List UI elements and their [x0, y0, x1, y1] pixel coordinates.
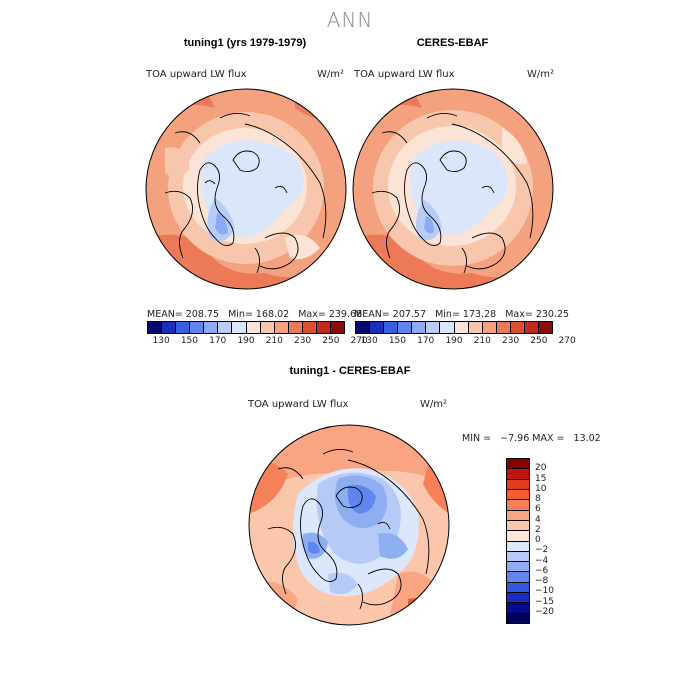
colorbar-tick-label: −15	[535, 596, 554, 607]
colorbar-swatch	[176, 322, 191, 333]
panel2-stats: MEAN= 207.57 Min= 173.28 Max= 230.25	[354, 309, 570, 320]
panel1-colorbar-ticks: 130 150 170 190 210 230 250 270	[147, 336, 368, 348]
panel3-variable: TOA upward LW flux	[248, 399, 349, 410]
colorbar-swatch	[482, 322, 497, 333]
panel1-colorbar	[147, 321, 345, 334]
colorbar-swatch	[204, 322, 219, 333]
colorbar-swatch	[162, 322, 177, 333]
colorbar-tick-label: 270	[558, 336, 576, 346]
colorbar-swatch	[539, 322, 553, 333]
colorbar-tick-label: −2	[535, 545, 549, 556]
colorbar-swatch	[246, 322, 261, 333]
panel3-units: W/m²	[420, 399, 448, 410]
colorbar-tick-label: 6	[535, 504, 541, 515]
colorbar-swatch	[507, 551, 529, 563]
colorbar-swatch	[507, 459, 529, 470]
colorbar-swatch	[507, 469, 529, 480]
colorbar-tick-label: 0	[535, 535, 541, 545]
panel2-title: CERES-EBAF	[416, 37, 489, 49]
colorbar-tick-label: 150	[388, 336, 407, 346]
colorbar-tick-label: 210	[473, 336, 491, 346]
panel2-units: W/m²	[527, 69, 555, 80]
colorbar-swatch	[331, 322, 345, 333]
panel1-map	[145, 88, 347, 290]
colorbar-swatch	[190, 322, 205, 333]
colorbar-swatch	[524, 322, 540, 333]
colorbar-swatch	[356, 322, 371, 333]
colorbar-swatch	[507, 531, 529, 542]
panel3-title: tuning1 - CERES-EBAF	[289, 365, 411, 377]
colorbar-swatch	[510, 322, 525, 333]
colorbar-swatch	[302, 322, 317, 333]
panel1-units: W/m²	[317, 69, 345, 80]
colorbar-swatch	[507, 582, 529, 594]
panel2-variable: TOA upward LW flux	[354, 69, 455, 80]
colorbar-tick-label: 210	[265, 336, 283, 346]
colorbar-swatch	[370, 322, 385, 333]
colorbar-swatch	[507, 562, 529, 573]
colorbar-tick-label: 2	[535, 524, 541, 535]
colorbar-tick-label: 8	[535, 494, 541, 504]
colorbar-tick-label: 130	[360, 336, 378, 346]
panel1-variable: TOA upward LW flux	[146, 69, 247, 80]
colorbar-tick-label: −6	[535, 565, 549, 576]
panel1-title: tuning1 (yrs 1979-1979)	[183, 37, 307, 49]
colorbar-swatch	[218, 322, 233, 333]
colorbar-tick-label: 230	[293, 336, 312, 346]
colorbar-tick-label: 230	[501, 336, 520, 346]
colorbar-tick-label: 10	[535, 483, 547, 494]
colorbar-tick-label: 15	[535, 473, 547, 484]
colorbar-swatch	[260, 322, 275, 333]
colorbar-tick-label: 250	[530, 336, 548, 346]
colorbar-swatch	[507, 489, 529, 501]
colorbar-tick-label: 270	[350, 336, 368, 346]
colorbar-swatch	[316, 322, 332, 333]
colorbar-swatch	[384, 322, 399, 333]
panel1-stats: MEAN= 208.75 Min= 168.02 Max= 239.68	[147, 309, 363, 320]
colorbar-tick-label: 250	[322, 336, 340, 346]
colorbar-swatch	[440, 322, 455, 333]
colorbar-swatch	[507, 572, 529, 583]
colorbar-swatch	[398, 322, 413, 333]
panel2-map	[352, 88, 554, 290]
colorbar-swatch	[412, 322, 427, 333]
colorbar-swatch	[507, 603, 529, 614]
colorbar-tick-label: 190	[445, 336, 463, 346]
colorbar-swatch	[507, 593, 529, 604]
colorbar-swatch	[468, 322, 483, 333]
colorbar-tick-label: −20	[535, 606, 554, 617]
colorbar-tick-label: 130	[152, 336, 170, 346]
colorbar-swatch	[426, 322, 441, 333]
colorbar-swatch	[496, 322, 511, 333]
colorbar-tick-label: 4	[535, 514, 541, 525]
colorbar-swatch	[148, 322, 163, 333]
colorbar-swatch	[507, 613, 529, 623]
colorbar-swatch	[454, 322, 469, 333]
colorbar-swatch	[274, 322, 289, 333]
colorbar-swatch	[507, 541, 529, 552]
colorbar-tick-label: 190	[237, 336, 255, 346]
diff-colorbar	[506, 458, 530, 624]
panel3-stats: MIN = −7.96 MAX = 13.02	[462, 433, 601, 444]
colorbar-swatch	[507, 510, 529, 521]
colorbar-tick-label: 150	[180, 336, 199, 346]
panel2-colorbar	[355, 321, 553, 334]
diff-colorbar-ticks: 20 15 10 8 6 4 2 0 −2 −4 −6 −8 −10 −15 −20	[535, 458, 575, 622]
colorbar-swatch	[507, 479, 529, 490]
colorbar-swatch	[507, 500, 529, 511]
main-title: ANN	[326, 8, 374, 32]
panel2-colorbar-ticks: 130 150 170 190 210 230 250 270	[355, 336, 576, 348]
colorbar-tick-label: 170	[417, 336, 435, 346]
colorbar-swatch	[507, 520, 529, 532]
colorbar-tick-label: 20	[535, 463, 547, 474]
colorbar-tick-label: −10	[535, 586, 554, 597]
colorbar-swatch	[288, 322, 303, 333]
panel3-map	[248, 424, 450, 626]
colorbar-tick-label: −8	[535, 576, 549, 586]
colorbar-tick-label: −4	[535, 555, 549, 566]
colorbar-tick-label: 170	[209, 336, 227, 346]
colorbar-swatch	[232, 322, 247, 333]
